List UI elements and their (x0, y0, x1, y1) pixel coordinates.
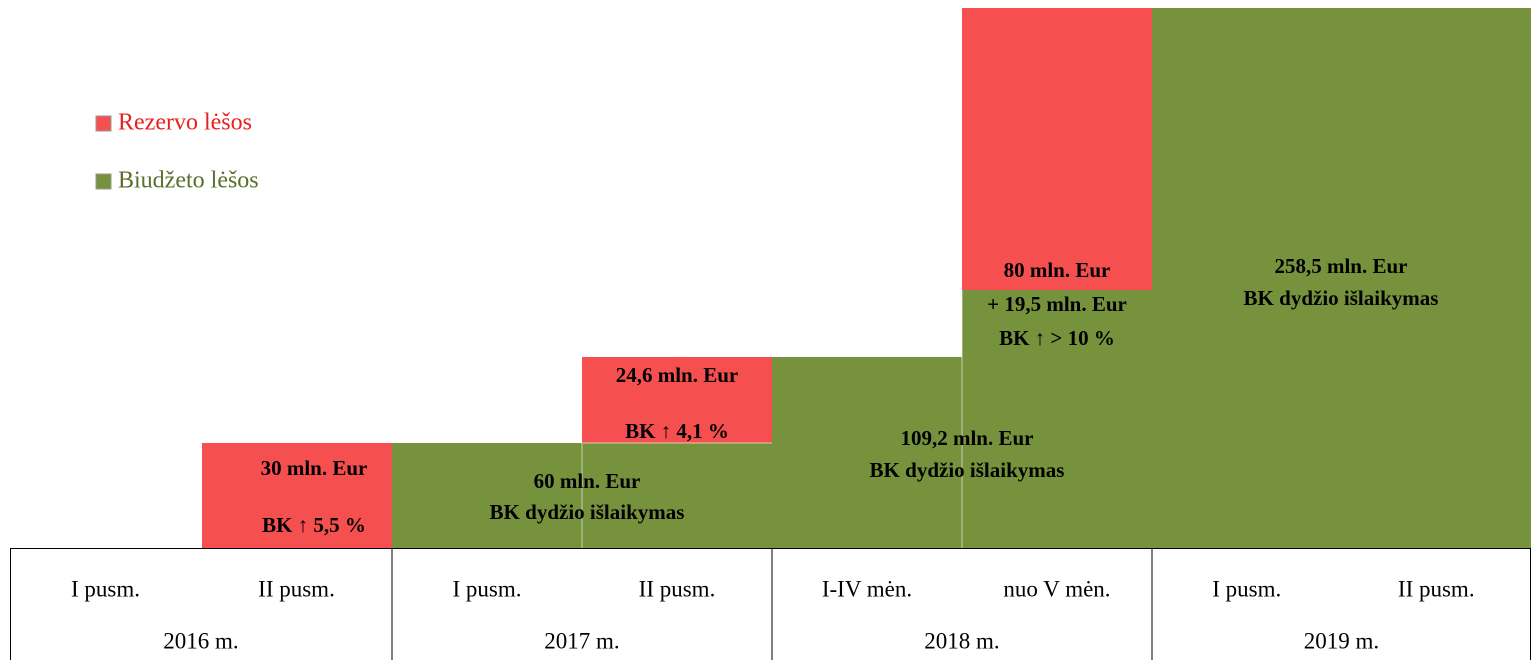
block-label: BK dydžio išlaikymas (1244, 286, 1439, 310)
year-label: 2016 m. (163, 628, 238, 653)
block-label: 109,2 mln. Eur (900, 426, 1033, 450)
reserve-block (582, 357, 772, 443)
legend-label: Biudžeto lėšos (118, 168, 259, 194)
legend-swatch (95, 115, 112, 132)
budget-block (1152, 8, 1531, 548)
reserve-block (962, 8, 1152, 290)
legend-swatch (95, 173, 112, 190)
block-label: BK ↑ 4,1 % (625, 419, 729, 443)
block-label: BK ↑ > 10 % (999, 326, 1115, 350)
year-label: 2019 m. (1304, 628, 1379, 653)
block-label: 60 mln. Eur (534, 469, 641, 493)
period-label: II pusm. (639, 576, 716, 601)
block-label: 80 mln. Eur (1004, 258, 1111, 282)
year-label: 2017 m. (544, 628, 619, 653)
block-label: BK ↑ 5,5 % (262, 513, 366, 537)
period-label: I pusm. (71, 576, 140, 601)
block-label: 30 mln. Eur (261, 456, 368, 480)
legend-label: Rezervo lėšos (118, 110, 252, 136)
period-label: I-IV mėn. (822, 576, 912, 601)
reserve-block (202, 443, 392, 548)
period-label: II pusm. (1398, 576, 1475, 601)
block-label: BK dydžio išlaikymas (490, 500, 685, 524)
period-label: nuo V mėn. (1003, 576, 1110, 601)
block-label: BK dydžio išlaikymas (870, 458, 1065, 482)
block-label: 24,6 mln. Eur (616, 363, 739, 387)
block-label: + 19,5 mln. Eur (987, 292, 1127, 316)
year-label: 2018 m. (924, 628, 999, 653)
period-label: II pusm. (258, 576, 335, 601)
period-label: I pusm. (453, 576, 522, 601)
period-label: I pusm. (1212, 576, 1281, 601)
block-label: 258,5 mln. Eur (1274, 254, 1407, 278)
